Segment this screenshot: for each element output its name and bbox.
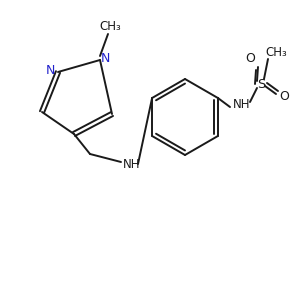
Text: S: S bbox=[257, 78, 265, 91]
Text: NH: NH bbox=[233, 98, 251, 111]
Text: N: N bbox=[45, 63, 55, 76]
Text: CH₃: CH₃ bbox=[99, 21, 121, 34]
Text: NH: NH bbox=[123, 158, 141, 171]
Text: CH₃: CH₃ bbox=[265, 45, 287, 58]
Text: O: O bbox=[245, 52, 255, 65]
Text: O: O bbox=[279, 91, 289, 103]
Text: N: N bbox=[100, 52, 110, 65]
